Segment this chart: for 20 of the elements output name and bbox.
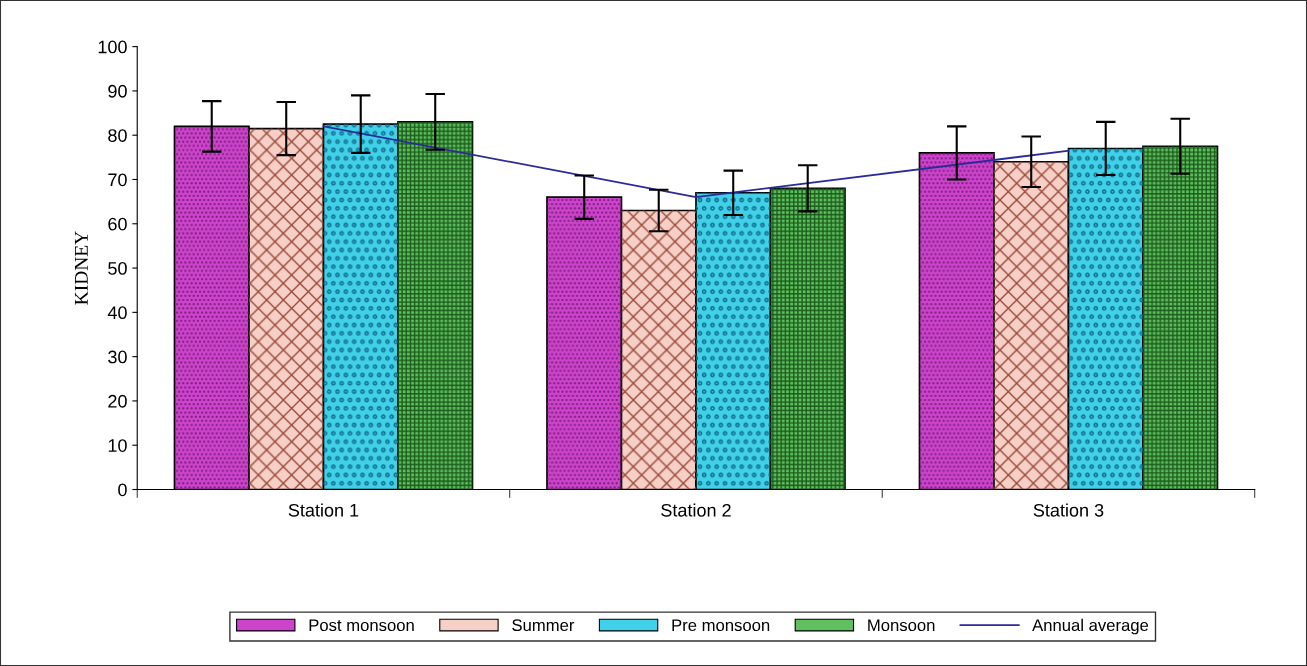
legend-label: Monsoon xyxy=(868,619,935,632)
y-tick-label: 40 xyxy=(107,306,127,320)
y-tick-label: 80 xyxy=(108,129,127,142)
y-tick-label: 10 xyxy=(108,439,127,452)
y-tick-label: 60 xyxy=(108,217,127,231)
y-tick-label: 50 xyxy=(108,262,127,275)
x-tick-label: Station 1 xyxy=(288,503,359,517)
y-tick-label: 100 xyxy=(98,40,127,54)
y-tick-label: 30 xyxy=(108,350,127,364)
legend-label: Post monsoon xyxy=(309,619,414,632)
y-tick-label: 70 xyxy=(108,173,127,187)
x-tick-label: Station 2 xyxy=(661,503,731,517)
legend-label: Summer xyxy=(512,619,575,632)
y-tick-label: 90 xyxy=(108,84,127,98)
y-axis-title: KIDNEY xyxy=(74,231,88,305)
y-tick-label: 0 xyxy=(118,483,127,497)
x-tick-label: Station 3 xyxy=(1033,503,1104,517)
y-tick-label: 20 xyxy=(108,394,127,408)
legend-label: Pre monsoon xyxy=(672,619,770,632)
legend-label: Annual average xyxy=(1032,618,1149,635)
